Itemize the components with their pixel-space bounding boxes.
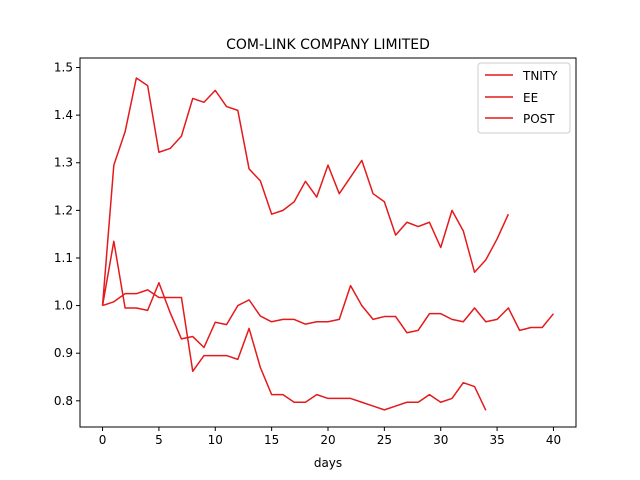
- x-tick-label: 30: [433, 433, 448, 447]
- x-tick-label: 5: [155, 433, 163, 447]
- x-tick-label: 25: [377, 433, 392, 447]
- y-tick-label: 0.9: [54, 346, 73, 360]
- y-tick-label: 1.0: [54, 299, 73, 313]
- x-axis: 0 5 10 15 20 25 30 35 40: [99, 427, 561, 447]
- y-tick-label: 1.4: [54, 108, 73, 122]
- legend: TNITY EE POST: [477, 62, 571, 134]
- y-tick-label: 1.3: [54, 156, 73, 170]
- series-line-ee: [101, 240, 555, 349]
- y-tick-label: 1.1: [54, 251, 73, 265]
- y-tick-label: 1.2: [54, 203, 73, 217]
- y-tick-label: 1.5: [54, 61, 73, 75]
- series-line-tnity: [101, 77, 510, 306]
- x-tick-label: 35: [489, 433, 504, 447]
- series-layer: [101, 77, 555, 411]
- x-axis-label: days: [314, 456, 342, 470]
- x-tick-label: 0: [99, 433, 107, 447]
- x-tick-label: 20: [320, 433, 335, 447]
- y-axis: 0.8 0.9 1.0 1.1 1.2 1.3 1.4 1.5: [54, 61, 80, 408]
- x-tick-label: 15: [264, 433, 279, 447]
- legend-label-post: POST: [523, 112, 555, 126]
- y-tick-label: 0.8: [54, 394, 73, 408]
- x-tick-label: 40: [546, 433, 561, 447]
- legend-box: [477, 62, 571, 134]
- legend-label-ee: EE: [523, 91, 538, 105]
- legend-label-tnity: TNITY: [522, 69, 558, 83]
- x-tick-label: 10: [208, 433, 223, 447]
- series-line-post: [102, 289, 487, 411]
- chart-title: COM-LINK COMPANY LIMITED: [226, 37, 430, 53]
